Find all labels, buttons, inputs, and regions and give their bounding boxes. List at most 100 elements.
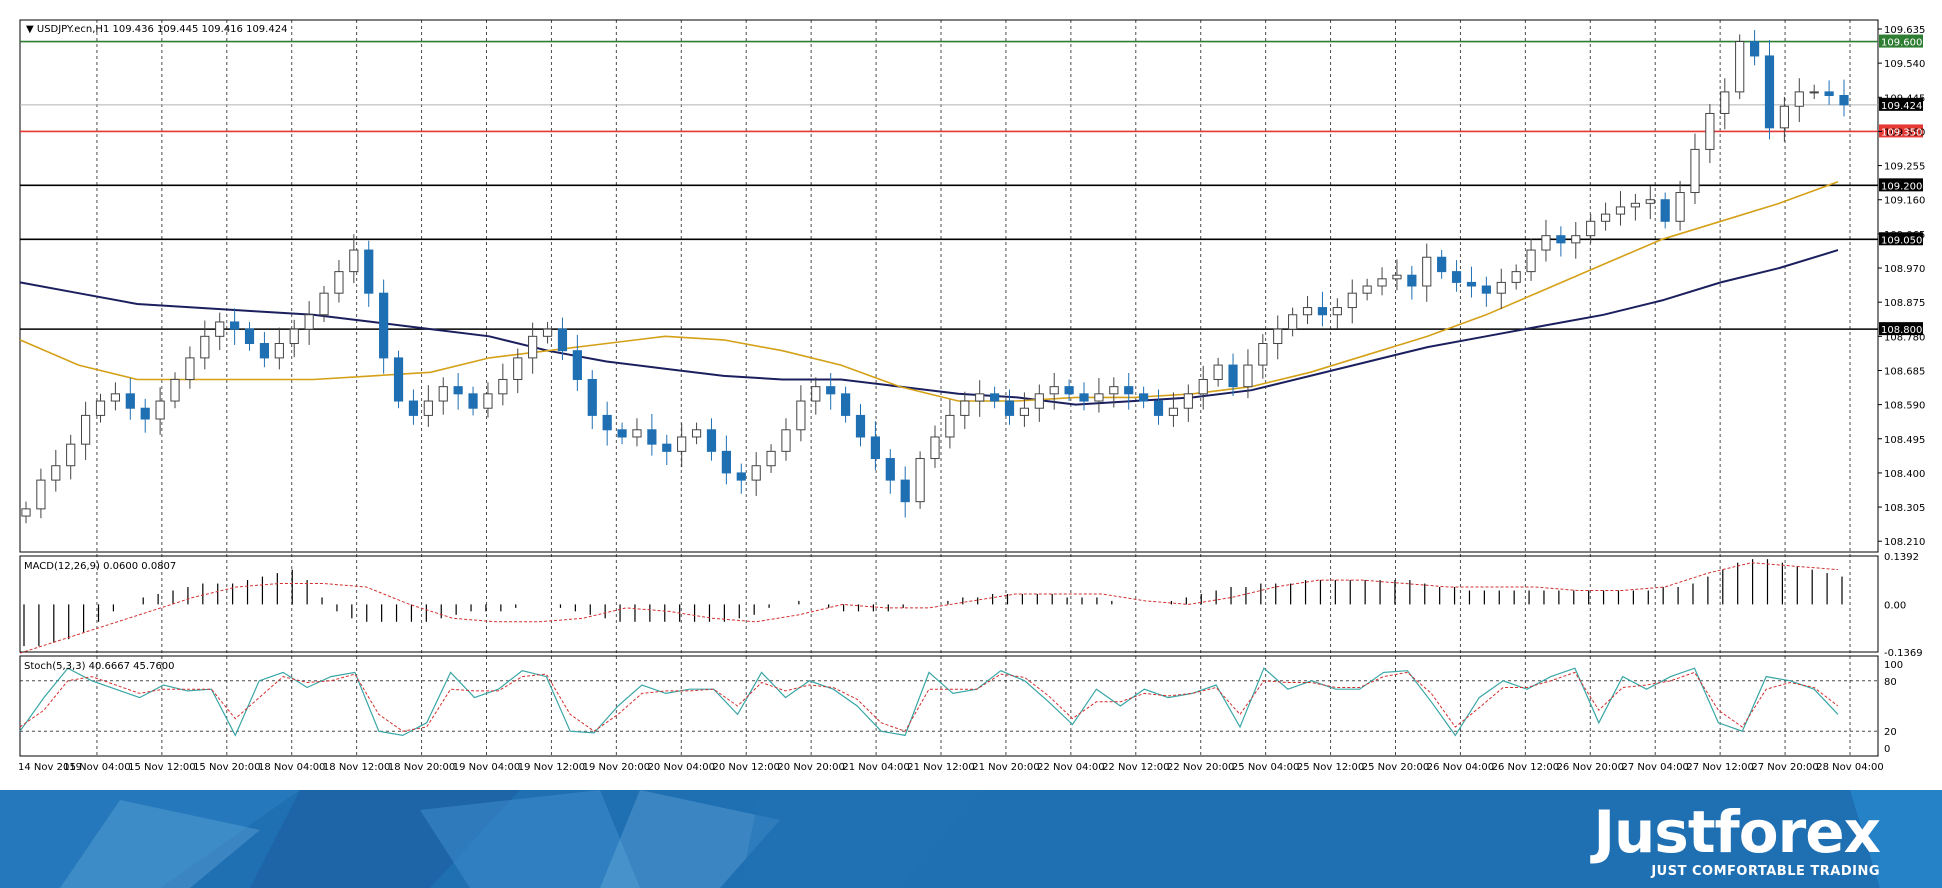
candle-body: [1496, 281, 1506, 294]
time-tick-label: 22 Nov 04:00: [1037, 762, 1104, 773]
candle-body: [617, 429, 627, 438]
candle-body: [1317, 307, 1328, 316]
stoch-tick-label: 100: [1884, 660, 1903, 671]
price-tick-label: 109.065: [1884, 230, 1925, 241]
candle-body: [1675, 192, 1685, 222]
candle-body: [259, 343, 270, 359]
time-tick-label: 15 Nov 04:00: [63, 762, 130, 773]
macd-tick-label: 0.1392: [1884, 552, 1919, 563]
candle-body: [1362, 285, 1372, 294]
candle-body: [364, 249, 374, 294]
time-tick-label: 20 Nov 20:00: [777, 762, 844, 773]
candle-body: [349, 249, 359, 273]
candle-body: [1824, 91, 1834, 96]
time-tick-label: 27 Nov 12:00: [1686, 762, 1753, 773]
candle-body: [51, 465, 61, 481]
macd-tick-label: -0.1369: [1884, 648, 1923, 659]
candle-body: [423, 400, 433, 416]
candle-body: [1690, 148, 1700, 194]
candle-body: [1168, 407, 1179, 416]
candle-body: [990, 393, 1000, 402]
candle-body: [647, 429, 657, 445]
candle-body: [945, 414, 955, 438]
price-level-label: 109.350: [1881, 127, 1922, 138]
trading-chart: 14 Nov 2019 15 Nov 04:00 15 Nov 12:00 15 No…: [18, 19, 1925, 773]
price-tick-label: 108.780: [1884, 332, 1925, 343]
price-tick-label: 108.210: [1884, 537, 1925, 548]
candle-body: [379, 292, 389, 359]
macd-label: MACD(12,26,9) 0.0600 0.0807: [24, 561, 176, 572]
candle-body: [1302, 307, 1313, 316]
candle-body: [1288, 314, 1298, 330]
candle-body: [1258, 343, 1268, 366]
price-tick-label: 108.970: [1884, 264, 1925, 275]
candle-body: [334, 271, 344, 294]
moving-average-short: [19, 181, 1839, 402]
candle-body: [498, 378, 508, 395]
candle-body: [1586, 220, 1596, 237]
price-level-tag: [1879, 322, 1923, 336]
candle-body: [1034, 393, 1044, 409]
candle-body: [1064, 386, 1074, 395]
time-tick-label: 19 Nov 04:00: [453, 762, 520, 773]
price-level-label: 109.600: [1881, 38, 1922, 49]
time-tick-label: 27 Nov 04:00: [1622, 762, 1689, 773]
price-tick-label: 109.350: [1884, 127, 1925, 138]
time-tick-label: 21 Nov 20:00: [972, 762, 1039, 773]
candle-body: [170, 378, 180, 402]
time-tick-label: 25 Nov 12:00: [1297, 762, 1364, 773]
candle-body: [1109, 386, 1119, 395]
candle-body: [1183, 393, 1193, 409]
time-tick-label: 18 Nov 04:00: [258, 762, 325, 773]
candle-body: [721, 450, 731, 474]
candle-body: [140, 407, 150, 420]
time-tick-label: 15 Nov 12:00: [128, 762, 195, 773]
candle-body: [706, 429, 717, 452]
candle-body: [1764, 55, 1775, 129]
candle-body: [289, 328, 299, 345]
pane-frame: [19, 555, 1879, 653]
time-tick-label: 22 Nov 20:00: [1167, 762, 1234, 773]
price-tick-label: 109.540: [1884, 59, 1925, 70]
candle-body: [1422, 256, 1432, 287]
candle-body: [587, 378, 597, 416]
candle-body: [1556, 235, 1566, 244]
price-level-label: 109.050: [1881, 235, 1922, 246]
candle-body: [1526, 249, 1536, 273]
brand-logo: Justforex JUST COMFORTABLE TRADING: [1593, 798, 1881, 879]
stoch-tick-label: 20: [1884, 727, 1897, 738]
time-tick-label: 19 Nov 20:00: [583, 762, 650, 773]
stoch-main-line: [19, 667, 1839, 737]
brand-name: Justforex: [1593, 798, 1881, 866]
candle-body: [200, 335, 210, 359]
time-tick-label: 21 Nov 12:00: [907, 762, 974, 773]
candle-body: [1541, 235, 1551, 251]
time-tick-label: 22 Nov 12:00: [1102, 762, 1169, 773]
time-tick-label: 28 Nov 04:00: [1816, 762, 1883, 773]
candle-body: [1377, 278, 1387, 287]
price-tick-label: 108.305: [1884, 503, 1925, 514]
price-tick-label: 109.635: [1884, 25, 1925, 36]
candle-body: [930, 436, 940, 460]
pane-frame: [19, 655, 1879, 757]
moving-average-long: [19, 249, 1839, 406]
candle-body: [21, 508, 31, 517]
candle-body: [1228, 364, 1238, 388]
candle-body: [915, 458, 925, 503]
candle-body: [215, 321, 225, 337]
stoch-tick-label: 80: [1884, 677, 1897, 688]
candle-body: [1213, 364, 1223, 380]
price-tick-label: 108.590: [1884, 401, 1925, 412]
time-tick-label: 14 Nov 2019: [18, 762, 82, 773]
candle-body: [110, 393, 121, 402]
candle-body: [885, 458, 895, 481]
candle-body: [542, 328, 553, 337]
candle-body: [81, 414, 91, 445]
candle-body: [1839, 94, 1849, 106]
candle-body: [1630, 202, 1640, 208]
candle-body: [1243, 364, 1253, 388]
price-tick-label: 109.160: [1884, 196, 1925, 207]
candle-body: [975, 393, 985, 402]
candle-body: [1198, 378, 1208, 395]
candle-body: [230, 321, 240, 330]
